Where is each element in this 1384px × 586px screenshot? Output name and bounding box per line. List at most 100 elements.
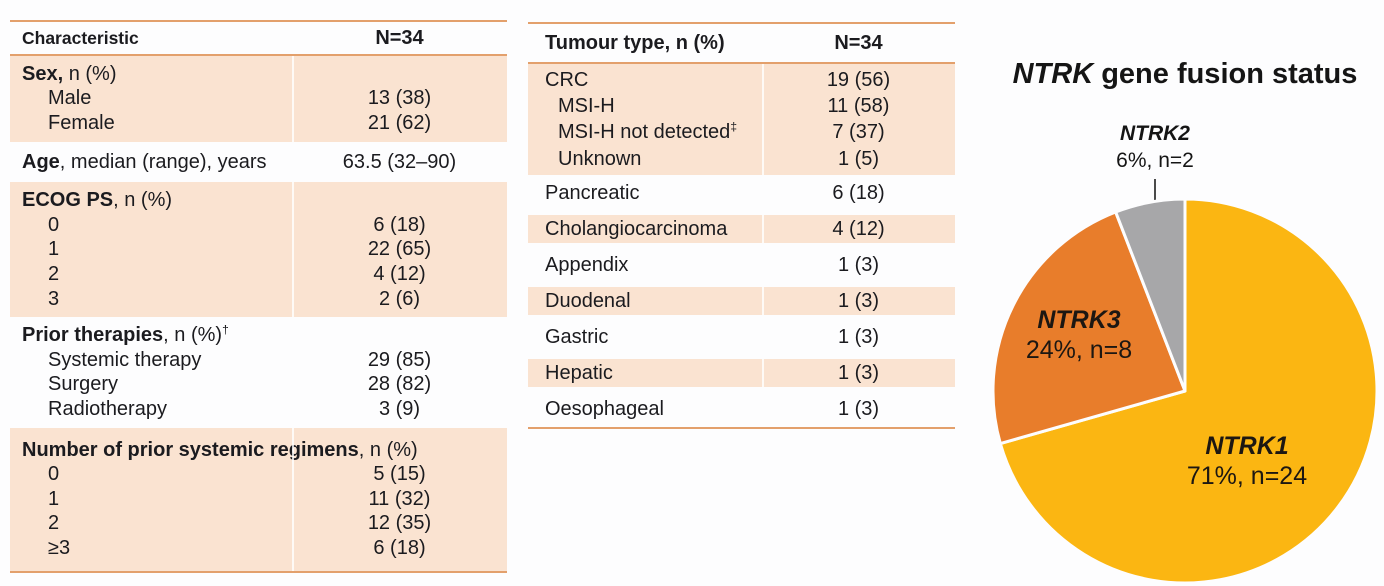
pie-label-ntrk2: NTRK2 6%, n=2 [1055, 120, 1255, 175]
row-label: Radiotherapy [48, 397, 167, 420]
table-section: Age, median (range), years 63.5 (32–90) [10, 142, 507, 183]
row-value: 4 (12) [832, 217, 885, 240]
table-row: Duodenal 1 (3) [528, 287, 955, 315]
table-section: ECOG PS, n (%) 0 6 (18) 1 22 (65) 2 4 (12) 3 2 (… [10, 182, 507, 318]
row-label: Cholangiocarcinoma [545, 217, 728, 240]
table-header-row: Characteristic N=34 [10, 22, 507, 54]
table-row: Number of prior systemic regimens, n (%) [10, 438, 507, 463]
chart-title-rest: gene fusion status [1093, 58, 1358, 90]
table-row: Pancreatic 6 (18) [528, 175, 955, 211]
table-row: Cholangiocarcinoma 4 (12) [528, 215, 955, 243]
row-label: Age, median (range), years [22, 150, 267, 173]
pie-label-ntrk3: NTRK3 24%, n=8 [984, 305, 1174, 366]
table-section: Appendix 1 (3) [528, 247, 955, 283]
row-label: Male [48, 87, 92, 110]
row-label: Hepatic [545, 361, 613, 384]
slice-value-ntrk2: 6%, n=2 [1116, 149, 1194, 172]
row-value: 28 (82) [367, 373, 432, 396]
table-row: Sex, n (%) [10, 62, 507, 87]
table-section: Pancreatic 6 (18) [528, 175, 955, 211]
slice-name-ntrk2: NTRK2 [1119, 122, 1190, 145]
row-value: 1 (3) [837, 253, 880, 276]
row-label: Surgery [48, 373, 119, 396]
row-label: Unknown [558, 147, 642, 170]
row-label: Appendix [545, 253, 629, 276]
row-label: 2 [48, 262, 60, 285]
slice-value-ntrk3: 24%, n=8 [1025, 336, 1133, 364]
table-top-border [528, 22, 955, 24]
table-bottom-border [528, 427, 955, 430]
row-label: 0 [48, 213, 60, 236]
row-value: 63.5 (32–90) [342, 150, 457, 173]
row-value: 2 (6) [378, 287, 421, 310]
row-value: 12 (35) [367, 512, 432, 535]
table-row: Surgery 28 (82) [10, 373, 507, 398]
row-value: 11 (58) [827, 94, 890, 117]
row-label: Oesophageal [545, 397, 664, 420]
row-label: Pancreatic [545, 181, 640, 204]
pie-chart [991, 197, 1379, 585]
table-row: 2 12 (35) [10, 512, 507, 537]
tumour-type-table: Tumour type, n (%) N=34 CRC 19 (56) MSI-H 1… [528, 22, 955, 430]
column-header-n: N=34 [375, 26, 424, 49]
table-row: Radiotherapy 3 (9) [10, 397, 507, 422]
table-section: Cholangiocarcinoma 4 (12) [528, 211, 955, 248]
table-row: Female 21 (62) [10, 111, 507, 136]
row-value: 7 (37) [832, 121, 885, 144]
row-label: MSI-H not detected‡ [558, 119, 737, 144]
row-label: Female [48, 111, 115, 134]
row-value: 1 (3) [837, 289, 880, 312]
pie-label-ntrk1: NTRK1 71%, n=24 [1147, 431, 1347, 492]
table-section: Number of prior systemic regimens, n (%)… [10, 427, 507, 571]
row-label: 0 [48, 463, 60, 486]
row-label: ≥3 [48, 536, 71, 559]
table-row: 0 6 (18) [10, 213, 507, 238]
table-header-border [10, 54, 507, 56]
table-top-border [10, 20, 507, 22]
row-value: 21 (62) [367, 111, 432, 134]
table-section: Hepatic 1 (3) [528, 355, 955, 392]
row-value: 13 (38) [367, 87, 432, 110]
table-row: Appendix 1 (3) [528, 247, 955, 283]
row-label: 1 [48, 487, 60, 510]
table-row: Systemic therapy 29 (85) [10, 348, 507, 373]
slice-value-ntrk1: 71%, n=24 [1186, 462, 1308, 490]
characteristics-table: Characteristic N=34 Sex, n (%) Male 13 (38… [10, 20, 507, 573]
table-row: Prior therapies, n (%)† [10, 323, 507, 348]
table-row: 2 4 (12) [10, 262, 507, 287]
row-value: 1 (3) [837, 325, 880, 348]
table-header-border [528, 62, 955, 64]
table-row: CRC 19 (56) [528, 67, 955, 93]
table-row: MSI-H 11 (58) [528, 93, 955, 119]
table-section: Gastric 1 (3) [528, 319, 955, 355]
table-row: 3 2 (6) [10, 287, 507, 312]
table-body: Sex, n (%) Male 13 (38) Female 21 (62) Age, m… [10, 56, 507, 571]
table-section: Sex, n (%) Male 13 (38) Female 21 (62) [10, 56, 507, 142]
table-row: Unknown 1 (5) [528, 146, 955, 172]
row-value: 1 (3) [837, 397, 880, 420]
row-label: Prior therapies, n (%)† [22, 322, 229, 347]
table-section: Duodenal 1 (3) [528, 283, 955, 320]
row-label: 3 [48, 287, 60, 310]
pie-slice-ntrk1 [998, 197, 1379, 585]
row-value: 1 (3) [837, 361, 880, 384]
table-row: Age, median (range), years 63.5 (32–90) [10, 150, 507, 175]
table-row: 0 5 (15) [10, 462, 507, 487]
table-row: ≥3 6 (18) [10, 536, 507, 561]
row-value: 1 (5) [837, 147, 880, 170]
row-label: 2 [48, 512, 60, 535]
row-label: CRC [545, 68, 589, 91]
table-row: Male 13 (38) [10, 87, 507, 112]
row-label: Systemic therapy [48, 348, 202, 371]
table-row: Oesophageal 1 (3) [528, 391, 955, 427]
table-header-row: Tumour type, n (%) N=34 [528, 24, 955, 62]
table-section: CRC 19 (56) MSI-H 11 (58) MSI-H not detected… [528, 64, 955, 176]
column-header-characteristic: Characteristic [22, 27, 139, 48]
row-value: 6 (18) [832, 181, 885, 204]
row-label: Gastric [545, 325, 609, 348]
row-label: 1 [48, 238, 60, 261]
row-value: 6 (18) [373, 536, 426, 559]
chart-title-gene: NTRK [1012, 58, 1094, 90]
table-row: Gastric 1 (3) [528, 319, 955, 355]
